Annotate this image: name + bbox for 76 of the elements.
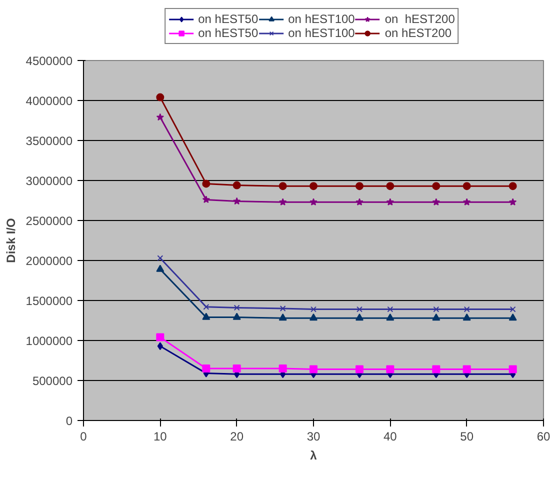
- point: [462, 365, 471, 374]
- point: [432, 365, 440, 374]
- point: [233, 197, 241, 205]
- point: [156, 113, 164, 121]
- point: [232, 312, 241, 320]
- point: [462, 182, 471, 190]
- point: [232, 181, 241, 190]
- y-tick-label: 0: [66, 414, 73, 428]
- point: [202, 364, 210, 372]
- x-tick-label: 30: [306, 430, 320, 444]
- point: [464, 306, 470, 312]
- x-tick-label: 0: [80, 430, 88, 444]
- point: [387, 306, 394, 312]
- point: [278, 182, 287, 190]
- point: [202, 196, 210, 204]
- x-tick-label: 50: [460, 430, 474, 444]
- point: [386, 198, 394, 206]
- point: [156, 333, 164, 342]
- point: [462, 314, 471, 321]
- point: [310, 198, 318, 206]
- legend-label: on hEST100: [288, 12, 355, 26]
- x-axis-title: λ: [310, 448, 318, 462]
- y-tick-label: 3500000: [26, 134, 73, 148]
- x-tick-label: 10: [153, 430, 168, 444]
- legend-label: on hEST200: [384, 12, 455, 26]
- point: [232, 364, 241, 372]
- point: [508, 182, 517, 190]
- point: [432, 182, 440, 190]
- point: [356, 198, 364, 206]
- point: [202, 180, 210, 188]
- x-tick-label: 60: [536, 430, 550, 444]
- point: [386, 314, 394, 321]
- point: [508, 314, 517, 321]
- point: [203, 304, 210, 310]
- point: [463, 198, 471, 206]
- point: [279, 198, 287, 206]
- point: [356, 365, 364, 374]
- point: [310, 314, 318, 321]
- y-tick-label: 2500000: [26, 214, 73, 228]
- legend-label: on hEST200: [384, 26, 452, 40]
- point: [509, 198, 517, 206]
- point: [234, 304, 240, 311]
- point: [280, 306, 286, 312]
- y-tick-label: 1500000: [26, 294, 73, 308]
- point: [356, 314, 364, 321]
- point: [310, 365, 318, 374]
- point: [156, 93, 164, 102]
- legend-label: on hEST100: [288, 26, 355, 40]
- point: [356, 182, 364, 190]
- y-tick-label: 500000: [32, 374, 73, 388]
- point: [156, 264, 164, 272]
- y-tick-label: 1000000: [26, 334, 73, 348]
- x-tick-label: 20: [230, 430, 244, 444]
- point: [432, 314, 440, 321]
- point: [432, 198, 440, 206]
- legend-label: on hEST50: [198, 26, 258, 40]
- point: [356, 306, 362, 312]
- point: [157, 342, 163, 350]
- legend-label: on hEST50: [198, 12, 258, 26]
- point: [202, 312, 210, 320]
- y-tick-label: 4500000: [26, 54, 73, 68]
- point: [433, 306, 440, 312]
- point: [386, 365, 394, 374]
- point: [157, 255, 164, 262]
- point: [508, 365, 517, 374]
- y-axis-title: Disk I/O: [4, 218, 18, 263]
- y-tick-label: 4000000: [26, 94, 73, 108]
- point: [510, 306, 516, 312]
- point: [310, 306, 316, 312]
- y-tick-label: 3000000: [26, 174, 73, 188]
- x-tick-label: 40: [383, 430, 398, 444]
- point: [278, 314, 287, 321]
- point: [310, 182, 318, 190]
- y-tick-label: 2000000: [26, 254, 73, 268]
- point: [386, 182, 394, 190]
- point: [278, 364, 287, 372]
